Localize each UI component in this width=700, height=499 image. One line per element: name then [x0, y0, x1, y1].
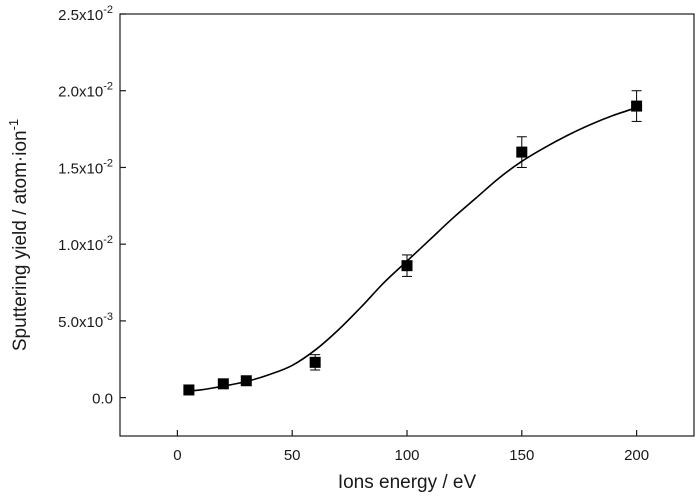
x-axis-label: Ions energy / eV — [338, 472, 477, 493]
data-points — [183, 90, 643, 396]
x-tick-label: 100 — [394, 447, 419, 464]
y-axis-ticks: 0.0 5.0x10-3 1.0x10-2 1.5x10-2 2.0x10-2 2.5x1… — [58, 4, 126, 408]
data-point-marker — [401, 260, 413, 272]
data-point-marker — [183, 384, 195, 396]
fit-curve — [188, 106, 637, 392]
x-tick-label: 200 — [624, 447, 649, 464]
data-point-marker — [240, 375, 252, 387]
y-tick-label: 1.5x10-2 — [58, 157, 113, 177]
x-tick-label: 50 — [284, 447, 301, 464]
plot-frame — [119, 13, 695, 437]
x-tick-label: 0 — [173, 447, 181, 464]
y-axis-label: Sputtering yield / atom·ion-1 — [6, 119, 31, 351]
y-tick-label: 2.0x10-2 — [58, 81, 113, 101]
data-point-marker — [631, 100, 643, 112]
data-point-marker — [516, 146, 528, 158]
data-point-marker — [217, 378, 229, 390]
y-axis-label-exponent: -1 — [6, 119, 21, 131]
x-axis-ticks: 0 50 100 150 200 — [173, 430, 649, 464]
data-point-marker — [309, 356, 321, 368]
y-tick-label: 2.5x10-2 — [58, 4, 113, 24]
y-axis-label-main: Sputtering yield / atom·ion — [10, 130, 31, 351]
x-tick-label: 150 — [509, 447, 534, 464]
y-tick-label: 1.0x10-2 — [58, 234, 113, 254]
y-tick-label: 0.0 — [92, 391, 113, 408]
y-tick-label: 5.0x10-3 — [58, 311, 113, 331]
